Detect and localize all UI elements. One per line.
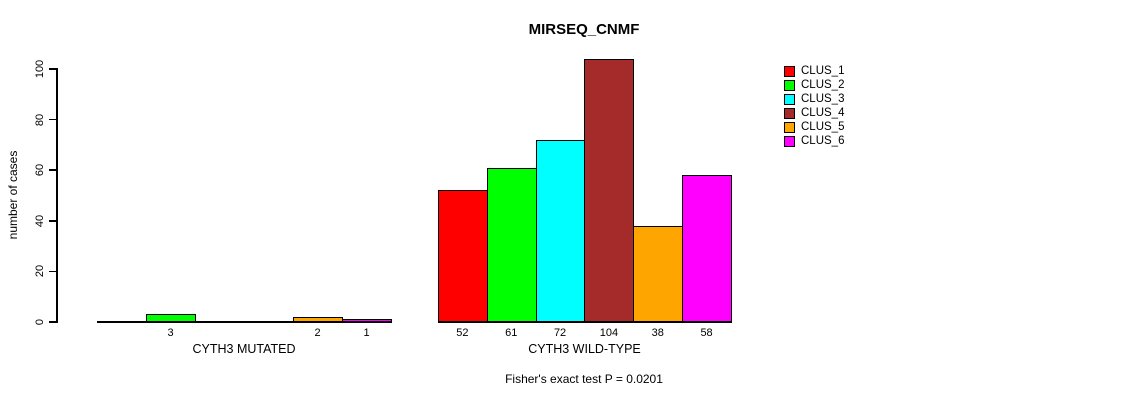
bar-CLUS_6 [682, 175, 732, 322]
y-axis-tick-label: 100 [34, 59, 46, 79]
y-axis-line [56, 68, 58, 323]
legend-label-CLUS_2: CLUS_2 [801, 79, 845, 91]
y-axis-tick-label: 60 [34, 164, 46, 177]
legend-label-CLUS_3: CLUS_3 [801, 93, 845, 105]
y-axis-tick [49, 220, 56, 222]
legend-swatch-CLUS_6 [784, 136, 795, 147]
chart-title: MIRSEQ_CNMF [528, 21, 640, 38]
bar-value-label: 1 [363, 327, 370, 339]
y-axis-tick [49, 169, 56, 171]
legend-label-CLUS_6: CLUS_6 [801, 135, 845, 147]
legend-swatch-CLUS_2 [784, 80, 795, 91]
x-group-label: CYTH3 WILD-TYPE [528, 342, 641, 356]
bar-value-label: 58 [700, 327, 713, 339]
y-axis-tick [49, 118, 56, 121]
x-group-label: CYTH3 MUTATED [192, 342, 296, 356]
bar-value-label: 38 [651, 327, 664, 339]
legend-label-CLUS_4: CLUS_4 [801, 107, 845, 119]
legend-label-CLUS_1: CLUS_1 [801, 65, 845, 77]
bar-CLUS_3 [535, 139, 586, 322]
bar-CLUS_1 [438, 190, 488, 322]
bar-value-label: 104 [599, 327, 619, 339]
legend-label-CLUS_5: CLUS_5 [801, 121, 845, 133]
legend-swatch-CLUS_1 [784, 66, 795, 77]
y-axis-label: number of cases [6, 150, 20, 240]
y-axis-tick-label: 40 [34, 214, 46, 227]
bar-value-label: 61 [505, 327, 518, 339]
bar-CLUS_5 [633, 225, 684, 322]
bar-CLUS_4 [584, 58, 635, 322]
y-axis-tick [49, 270, 56, 273]
group-axis-baseline [438, 321, 732, 323]
fisher-annotation: Fisher's exact test P = 0.0201 [505, 372, 663, 386]
y-axis-tick-label: 20 [34, 265, 46, 278]
bar-CLUS_2 [486, 167, 537, 322]
group-axis-baseline [97, 321, 392, 323]
bar-value-label: 52 [456, 327, 469, 339]
legend-swatch-CLUS_4 [784, 108, 795, 119]
legend-swatch-CLUS_3 [784, 94, 795, 105]
legend-swatch-CLUS_5 [784, 122, 795, 133]
y-axis-tick [49, 321, 56, 323]
bar-value-label: 3 [167, 327, 174, 339]
y-axis-tick-label: 80 [34, 113, 46, 126]
y-axis-tick [49, 68, 56, 70]
bar-value-label: 2 [314, 327, 321, 339]
y-axis-tick-label: 0 [34, 318, 46, 326]
bar-value-label: 72 [553, 327, 567, 339]
